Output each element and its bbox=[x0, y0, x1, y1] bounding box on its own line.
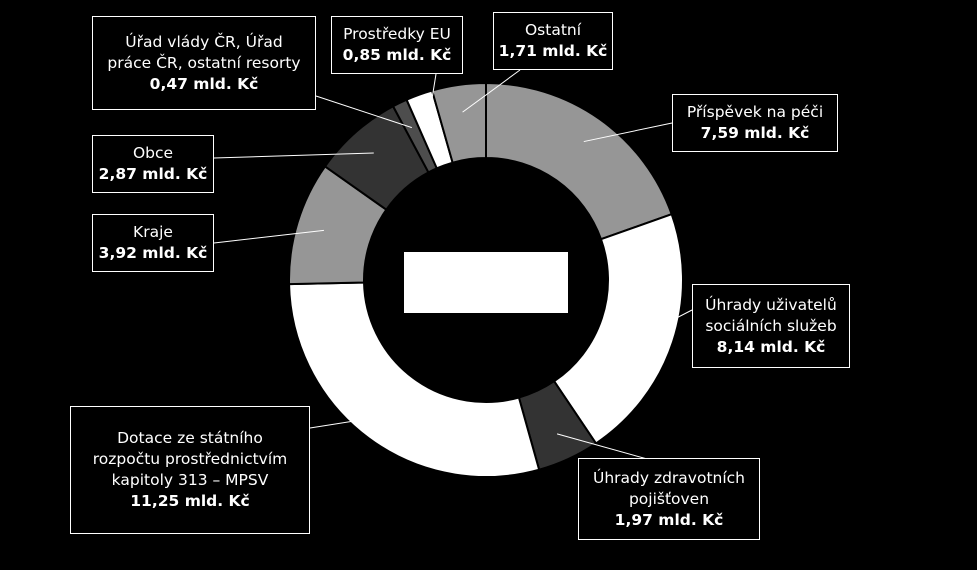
label-dotace-mpsv: Dotace ze státního rozpočtu prostřednict… bbox=[70, 406, 310, 534]
label-name: Úhrady uživatelů sociálních služeb bbox=[705, 295, 837, 335]
label-obce: Obce 2,87 mld. Kč bbox=[92, 135, 214, 193]
leader-lines bbox=[213, 69, 693, 463]
leader-line-7 bbox=[428, 73, 437, 121]
leader-line-1 bbox=[646, 309, 693, 334]
slice-3 bbox=[288, 281, 541, 478]
label-prispevek-na-peci: Příspěvek na péči 7,59 mld. Kč bbox=[672, 94, 838, 152]
label-prostredky-eu: Prostředky EU 0,85 mld. Kč bbox=[331, 16, 463, 74]
leader-line-2 bbox=[556, 433, 659, 463]
label-value: 8,14 mld. Kč bbox=[716, 337, 826, 356]
slice-1 bbox=[552, 212, 684, 445]
leader-line-8 bbox=[462, 69, 521, 113]
label-name: Obce bbox=[132, 144, 174, 162]
label-value: 1,71 mld. Kč bbox=[498, 42, 608, 60]
leader-line-3 bbox=[309, 415, 386, 429]
label-name: Úřad vlády ČR, Úřad práce ČR, ostatní re… bbox=[107, 32, 301, 72]
slice-0 bbox=[485, 81, 673, 241]
label-name: Kraje bbox=[133, 223, 173, 241]
label-value: 11,25 mld. Kč bbox=[130, 492, 250, 510]
label-value: 0,47 mld. Kč bbox=[149, 74, 259, 93]
label-urad-vlady: Úřad vlády ČR, Úřad práce ČR, ostatní re… bbox=[92, 16, 316, 110]
leader-line-4 bbox=[213, 229, 324, 244]
label-value: 3,92 mld. Kč bbox=[98, 244, 208, 262]
label-name: Dotace ze státního rozpočtu prostřednict… bbox=[92, 429, 288, 489]
leader-line-0 bbox=[583, 122, 673, 143]
label-uhrady-uzivatelu: Úhrady uživatelů sociálních služeb 8,14 … bbox=[692, 284, 850, 368]
slice-8 bbox=[430, 81, 487, 164]
label-name: Prostředky EU bbox=[343, 25, 451, 43]
leader-line-5 bbox=[213, 152, 374, 159]
label-value: 7,59 mld. Kč bbox=[700, 124, 810, 142]
donut-slices bbox=[288, 81, 684, 478]
leader-line-6 bbox=[315, 95, 412, 129]
label-value: 0,85 mld. Kč bbox=[342, 46, 452, 64]
label-kraje: Kraje 3,92 mld. Kč bbox=[92, 214, 214, 272]
label-name: Úhrady zdravotních pojišťoven bbox=[592, 468, 746, 508]
label-name: Ostatní bbox=[524, 21, 582, 39]
label-uhrady-zdravotnich-pojistoven: Úhrady zdravotních pojišťoven 1,97 mld. … bbox=[578, 458, 760, 540]
label-name: Příspěvek na péči bbox=[686, 103, 824, 121]
label-ostatni: Ostatní 1,71 mld. Kč bbox=[493, 12, 613, 70]
label-value: 1,97 mld. Kč bbox=[614, 510, 724, 529]
center-placeholder bbox=[404, 252, 568, 313]
label-value: 2,87 mld. Kč bbox=[98, 165, 208, 183]
